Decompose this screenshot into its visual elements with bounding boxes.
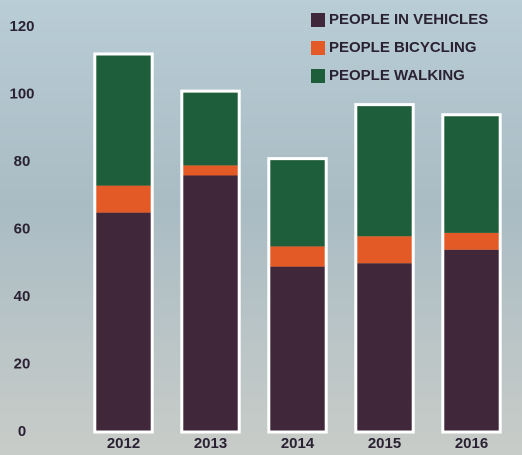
bar-segment — [95, 213, 152, 432]
y-tick-label: 80 — [14, 153, 31, 170]
x-tick-label: 2015 — [368, 435, 401, 452]
chart: 0 20 40 60 80 100 120 2012 2013 2014 2015 2016 PEOPL… — [0, 0, 522, 455]
bar-segment — [182, 165, 239, 175]
bar-segment — [356, 105, 413, 237]
legend-swatch — [311, 69, 325, 83]
bar-segment — [95, 54, 152, 186]
bar-segment — [182, 176, 239, 433]
bar-segment — [356, 236, 413, 263]
x-tick-label: 2012 — [107, 435, 140, 452]
y-tick-label: 60 — [14, 220, 31, 237]
legend-label: PEOPLE WALKING — [329, 67, 465, 84]
legend-swatch — [311, 41, 325, 55]
bar-segment — [269, 246, 326, 266]
bar-segment — [269, 159, 326, 247]
legend-label: PEOPLE IN VEHICLES — [329, 11, 488, 28]
bar-segment — [269, 267, 326, 432]
bar-segment — [443, 115, 500, 233]
x-tick-label: 2013 — [194, 435, 227, 452]
y-tick-label: 120 — [9, 18, 34, 35]
legend-label: PEOPLE BICYCLING — [329, 39, 477, 56]
legend-swatch — [311, 13, 325, 27]
bar-segment — [182, 91, 239, 165]
x-tick-label: 2014 — [281, 435, 315, 452]
bar-segment — [95, 186, 152, 213]
y-tick-label: 100 — [9, 85, 34, 102]
y-tick-label: 0 — [18, 423, 26, 440]
bar-segment — [443, 250, 500, 432]
y-tick-label: 40 — [14, 288, 31, 305]
y-tick-label: 20 — [14, 355, 31, 372]
x-tick-label: 2016 — [455, 435, 488, 452]
bar-segment — [356, 263, 413, 432]
bar-segment — [443, 233, 500, 250]
